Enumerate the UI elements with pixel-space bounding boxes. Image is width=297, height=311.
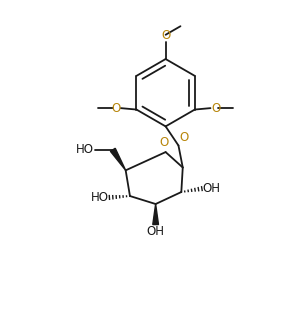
Polygon shape [110, 148, 126, 170]
Text: HO: HO [91, 191, 108, 204]
Text: O: O [159, 136, 169, 149]
Text: O: O [161, 29, 170, 42]
Text: OH: OH [203, 182, 220, 195]
Text: HO: HO [76, 143, 94, 156]
Text: O: O [111, 102, 120, 115]
Text: OH: OH [147, 225, 165, 239]
Text: O: O [211, 102, 220, 115]
Polygon shape [153, 204, 159, 225]
Text: O: O [179, 131, 189, 144]
